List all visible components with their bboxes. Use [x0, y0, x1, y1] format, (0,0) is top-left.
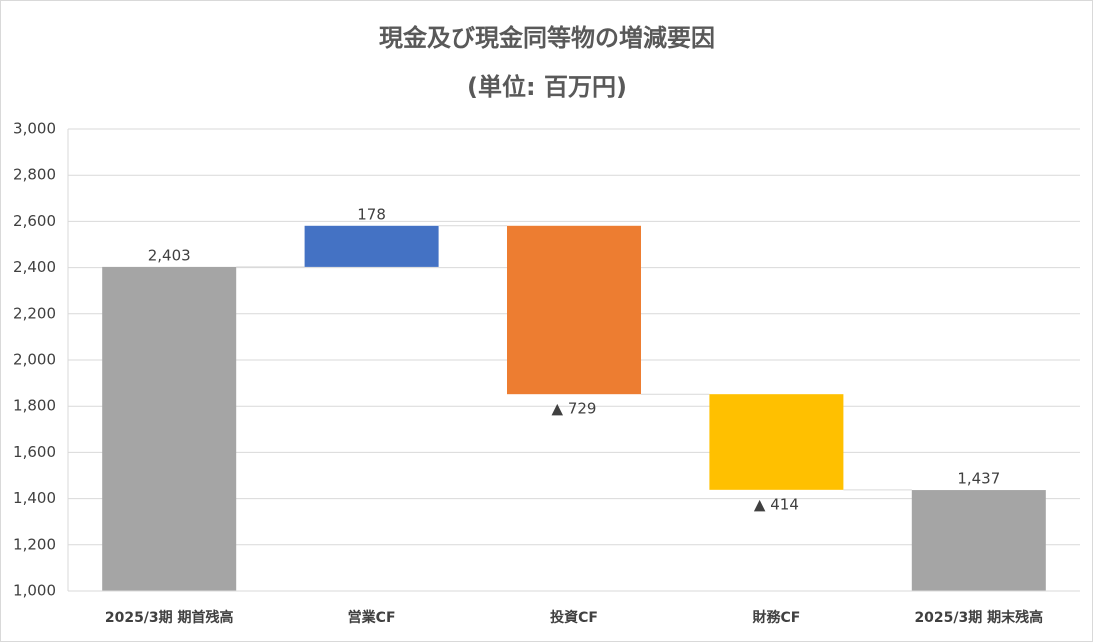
data-label: 178	[357, 205, 386, 223]
data-label: ▲ 729	[552, 400, 597, 418]
bar	[911, 490, 1046, 591]
x-tick-label: 2025/3期 期首残高	[105, 609, 234, 626]
y-tick-label: 2,600	[13, 212, 56, 230]
y-tick-label: 2,800	[13, 166, 56, 184]
y-tick-label: 1,400	[13, 489, 56, 507]
x-tick-label: 営業CF	[348, 609, 396, 626]
x-tick-label: 投資CF	[550, 609, 598, 626]
y-tick-label: 1,800	[13, 397, 56, 415]
y-tick-label: 1,600	[13, 443, 56, 461]
chart-title: 現金及び現金同等物の増減要因	[379, 24, 715, 52]
data-label: 1,437	[957, 470, 1000, 488]
y-tick-label: 2,400	[13, 258, 56, 276]
y-tick-label: 1,200	[13, 535, 56, 553]
y-tick-label: 2,200	[13, 304, 56, 322]
y-tick-label: 2,000	[13, 351, 56, 369]
x-tick-label: 財務CF	[751, 609, 800, 626]
chart-subtitle: (単位: 百万円)	[467, 73, 627, 101]
bar	[304, 225, 439, 267]
data-label: ▲ 414	[754, 495, 799, 513]
data-label: 2,403	[148, 246, 191, 264]
bar	[102, 266, 237, 591]
bar	[709, 394, 844, 490]
y-tick-label: 1,000	[13, 582, 56, 600]
x-tick-label: 2025/3期 期末残高	[914, 609, 1043, 626]
bar	[507, 225, 641, 395]
y-tick-label: 3,000	[13, 120, 56, 138]
